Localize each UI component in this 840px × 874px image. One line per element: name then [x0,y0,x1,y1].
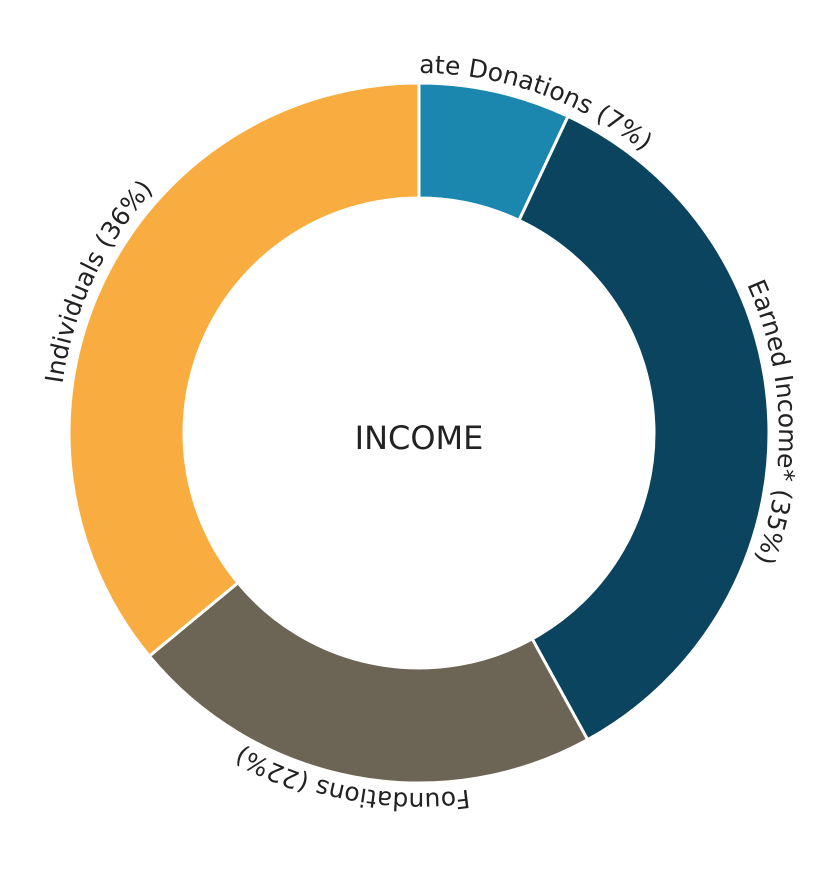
donut-slice [517,114,771,742]
donut-slice [147,580,590,785]
slices [67,81,771,785]
center-label: INCOME [355,419,484,457]
donut-slice [67,81,421,659]
